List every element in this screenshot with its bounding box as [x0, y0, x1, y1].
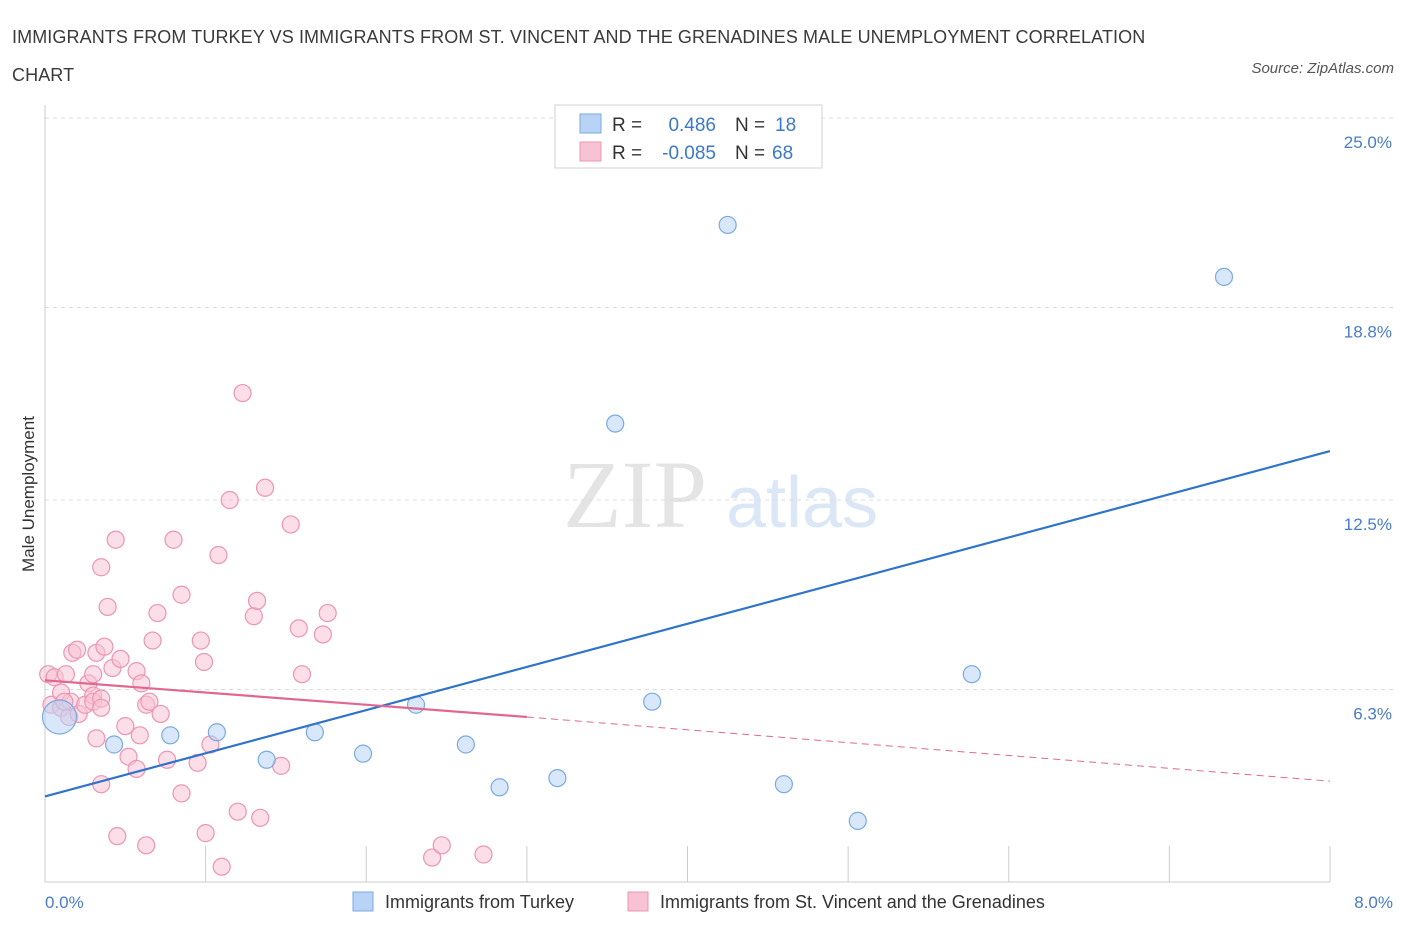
- point-stvincent: [220, 490, 239, 510]
- point-stvincent: [423, 848, 442, 867]
- point-stvincent: [281, 515, 300, 534]
- point-stvincent: [68, 640, 87, 659]
- watermark-zip: ZIP: [563, 441, 707, 548]
- point-stvincent: [95, 637, 114, 656]
- series-legend-label-stvincent: Immigrants from St. Vincent and the Gren…: [660, 892, 1045, 912]
- y-tick-label: 6.3%: [1353, 704, 1392, 723]
- point-turkey: [353, 744, 373, 763]
- legend-n-value-2: 68: [772, 143, 793, 164]
- point-stvincent: [172, 585, 191, 604]
- x-tick-label: 8.0%: [1354, 893, 1393, 912]
- y-axis-title: Male Unemployment: [19, 416, 38, 572]
- point-stvincent: [432, 836, 451, 855]
- point-turkey: [456, 735, 475, 754]
- point-stvincent: [151, 704, 170, 724]
- point-stvincent: [56, 665, 75, 684]
- point-stvincent: [191, 631, 210, 650]
- point-turkey: [161, 726, 180, 745]
- legend-r-label-2: R =: [612, 143, 642, 164]
- scatter-points: [39, 215, 1234, 876]
- point-turkey: [606, 414, 625, 433]
- point-stvincent: [92, 558, 111, 577]
- point-stvincent: [244, 607, 263, 626]
- point-turkey: [718, 215, 737, 235]
- point-turkey: [490, 778, 509, 797]
- point-turkey: [257, 750, 276, 769]
- stats-legend: R = 0.486 N = 18 R = -0.085 N = 68: [554, 104, 823, 169]
- legend-r-value-2: -0.085: [662, 143, 716, 164]
- legend-swatch-pink: [579, 141, 602, 162]
- trend-lines: [44, 450, 1331, 798]
- point-stvincent: [137, 836, 156, 855]
- point-stvincent: [98, 597, 117, 617]
- point-stvincent: [143, 631, 162, 650]
- point-stvincent: [84, 665, 103, 684]
- point-turkey: [207, 723, 226, 742]
- grid-lines: [45, 117, 1395, 690]
- point-stvincent: [228, 802, 247, 821]
- point-stvincent: [247, 591, 267, 610]
- legend-n-label-1: N =: [735, 115, 765, 136]
- point-stvincent: [108, 827, 127, 846]
- legend-swatch-blue: [579, 113, 602, 134]
- point-turkey: [41, 699, 78, 735]
- y-tick-label: 18.8%: [1344, 322, 1392, 341]
- point-stvincent: [111, 649, 130, 669]
- point-stvincent: [116, 717, 135, 736]
- point-stvincent: [87, 729, 106, 748]
- point-turkey: [104, 735, 124, 754]
- series-legend-swatch-stvincent: [627, 891, 649, 912]
- point-stvincent: [164, 530, 183, 549]
- legend-n-label-2: N =: [735, 143, 765, 164]
- point-stvincent: [92, 775, 111, 794]
- axes: [44, 105, 1331, 883]
- point-stvincent: [209, 545, 228, 565]
- point-stvincent: [130, 726, 149, 745]
- legend-r-value-1: 0.486: [668, 115, 716, 136]
- series-legend-swatch-turkey: [352, 891, 374, 912]
- point-stvincent: [106, 530, 125, 549]
- source-label: Source: ZipAtlas.com: [1251, 60, 1394, 77]
- point-stvincent: [289, 619, 308, 638]
- point-turkey: [1214, 267, 1234, 287]
- point-stvincent: [140, 692, 159, 711]
- point-stvincent: [233, 383, 252, 403]
- point-stvincent: [474, 845, 493, 864]
- point-turkey: [643, 692, 662, 711]
- point-stvincent: [292, 665, 312, 684]
- point-turkey: [548, 768, 567, 788]
- point-stvincent: [194, 652, 214, 672]
- point-stvincent: [255, 478, 275, 497]
- series-legend: Immigrants from Turkey Immigrants from S…: [352, 891, 1045, 912]
- point-stvincent: [127, 759, 146, 779]
- point-stvincent: [196, 824, 215, 843]
- y-tick-label: 12.5%: [1344, 515, 1392, 534]
- watermark-atlas: atlas: [726, 463, 878, 543]
- point-stvincent: [172, 784, 191, 803]
- point-stvincent: [132, 674, 151, 693]
- point-stvincent: [212, 857, 231, 876]
- y-tick-label: 25.0%: [1344, 133, 1392, 152]
- chart-title: IMMIGRANTS FROM TURKEY VS IMMIGRANTS FRO…: [12, 27, 1146, 85]
- tick-labels: 6.3% 12.5% 18.8% 25.0% 0.0% 8.0%: [45, 133, 1393, 912]
- point-turkey: [848, 811, 867, 830]
- point-stvincent: [313, 625, 332, 644]
- point-stvincent: [148, 603, 167, 623]
- trend-line-turkey: [44, 450, 1331, 798]
- legend-r-label-1: R =: [612, 115, 642, 136]
- series-legend-label-turkey: Immigrants from Turkey: [385, 892, 574, 912]
- point-stvincent: [251, 808, 270, 827]
- point-turkey: [962, 665, 981, 684]
- trend-line-stvincent: [44, 679, 527, 719]
- legend-n-value-1: 18: [775, 115, 796, 136]
- trend-line-stvincent-extension: [526, 716, 1331, 782]
- x-tick-label: 0.0%: [45, 893, 84, 912]
- point-stvincent: [92, 698, 111, 717]
- point-stvincent: [318, 603, 337, 623]
- point-turkey: [774, 775, 793, 794]
